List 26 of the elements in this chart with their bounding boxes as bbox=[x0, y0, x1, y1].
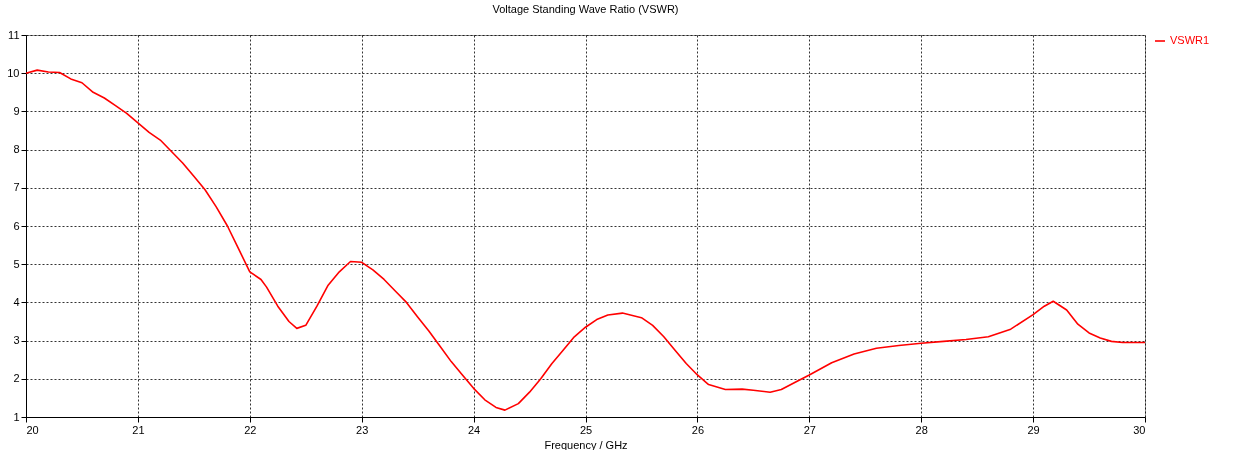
x-tick-label: 26 bbox=[691, 423, 705, 436]
x-tick-label: 27 bbox=[803, 423, 816, 436]
y-tick-label: 5 bbox=[13, 257, 20, 270]
y-tick-label: 9 bbox=[13, 104, 20, 117]
y-tick-label: 1 bbox=[13, 410, 20, 423]
y-tick-label: 2 bbox=[13, 372, 20, 385]
y-tick-label: 8 bbox=[13, 143, 20, 156]
line-series bbox=[25, 69, 1146, 411]
x-tick-label: 28 bbox=[915, 423, 928, 436]
y-tick-label: 6 bbox=[13, 219, 20, 232]
x-axis-title: Frequency / GHz bbox=[544, 438, 628, 451]
x-tick-label: 30 bbox=[1133, 423, 1146, 436]
x-tick-label: 22 bbox=[244, 423, 257, 436]
x-tick-label: 29 bbox=[1027, 423, 1040, 436]
y-tick-label: 3 bbox=[13, 334, 20, 347]
chart-title: Voltage Standing Wave Ratio (VSWR) bbox=[492, 3, 679, 15]
x-tick-label: 24 bbox=[467, 423, 481, 436]
x-tick-label: 20 bbox=[26, 423, 39, 436]
x-tick-label: 23 bbox=[356, 423, 369, 436]
y-tick-label: 11 bbox=[8, 28, 20, 41]
y-tick-label: 10 bbox=[7, 66, 20, 79]
y-tick-label: 7 bbox=[13, 181, 20, 194]
y-tick-label: 4 bbox=[13, 295, 20, 308]
x-tick-label: 21 bbox=[132, 423, 145, 436]
legend-label: VSWR1 bbox=[1170, 34, 1210, 46]
x-tick-label: 25 bbox=[579, 423, 593, 436]
